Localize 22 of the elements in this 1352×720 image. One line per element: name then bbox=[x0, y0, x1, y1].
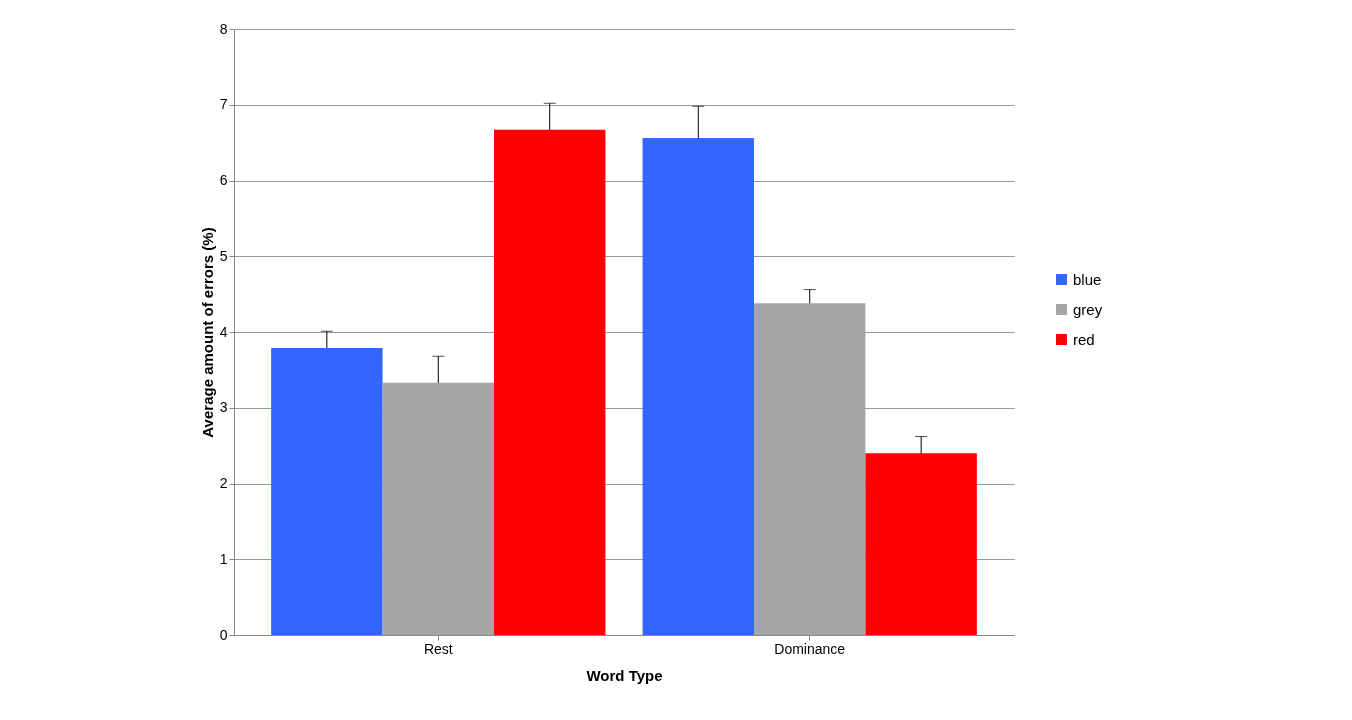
bar bbox=[642, 138, 754, 635]
bar bbox=[494, 129, 606, 635]
x-tick-label: Dominance bbox=[774, 640, 846, 657]
bar bbox=[382, 382, 494, 635]
y-tick-label: 0 bbox=[219, 626, 228, 643]
legend-label: blue bbox=[1073, 270, 1102, 288]
y-tick-label: 3 bbox=[219, 399, 228, 416]
y-tick-label: 1 bbox=[219, 550, 228, 567]
legend-label: red bbox=[1073, 330, 1095, 348]
y-tick-label: 7 bbox=[219, 96, 228, 113]
x-tick-label: Rest bbox=[423, 640, 453, 657]
y-tick-label: 6 bbox=[219, 172, 228, 188]
bar bbox=[754, 303, 866, 635]
y-tick-label: 5 bbox=[219, 247, 228, 264]
x-axis-title: Word Type bbox=[586, 666, 663, 684]
bar bbox=[865, 453, 977, 635]
y-axis-title: Average amount of errors (%) bbox=[198, 227, 216, 438]
y-tick-label: 8 bbox=[219, 20, 228, 37]
y-tick-label: 4 bbox=[219, 323, 228, 340]
bar bbox=[271, 347, 383, 635]
legend-label: grey bbox=[1073, 300, 1103, 318]
y-tick-label: 2 bbox=[219, 475, 228, 491]
